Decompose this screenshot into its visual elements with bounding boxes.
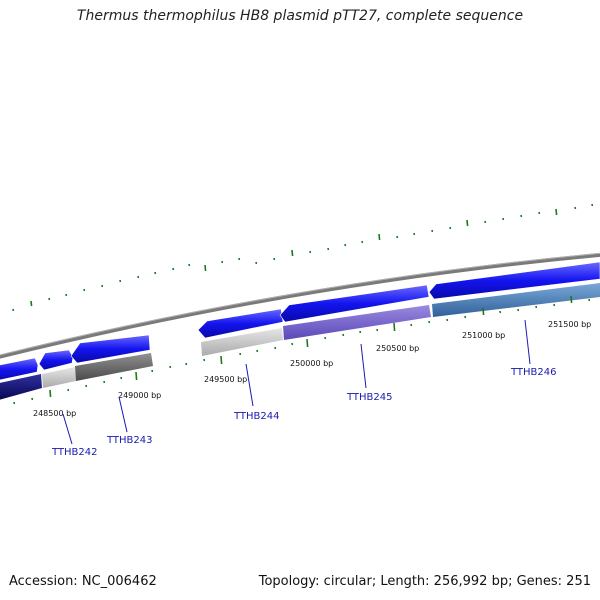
gene-arrow[interactable]	[75, 353, 153, 381]
bp-label: 248500 bp	[33, 409, 76, 418]
bp-label: 249500 bp	[204, 375, 247, 384]
bp-label: 251500 bp	[548, 320, 591, 329]
gene-label[interactable]: TTHB246	[510, 367, 557, 378]
bp-label: 249000 bp	[118, 391, 161, 400]
gene-arrow[interactable]	[0, 374, 42, 401]
gene-arrow[interactable]	[201, 328, 283, 356]
gene-label[interactable]: TTHB244	[233, 411, 280, 422]
map-title: Thermus thermophilus HB8 plasmid pTT27, …	[76, 8, 524, 24]
bp-labels: 248500 bp 249000 bp 249500 bp 250000 bp …	[33, 320, 591, 418]
gene-label[interactable]: TTHB242	[51, 447, 98, 458]
bp-label: 251000 bp	[462, 331, 505, 340]
gene-arrow[interactable]	[0, 357, 39, 381]
tick-ring-outer	[12, 203, 594, 312]
gene-label[interactable]: TTHB243	[106, 435, 153, 446]
gene-leader-lines	[62, 319, 531, 445]
tick-ring-inner	[13, 295, 591, 405]
gene-arrow[interactable]	[197, 308, 284, 339]
gene-arrow[interactable]	[432, 283, 600, 317]
forward-strand-genes	[0, 261, 600, 381]
gene-arrow[interactable]	[42, 367, 76, 388]
bp-label: 250000 bp	[290, 359, 333, 368]
gene-labels: TTHB242 TTHB243 TTHB244 TTHB245 TTHB246	[51, 367, 557, 458]
accession-text: Accession: NC_006462	[9, 574, 157, 589]
bp-label: 250500 bp	[376, 344, 419, 353]
topology-summary: Topology: circular; Length: 256,992 bp; …	[258, 574, 591, 589]
gene-arrow[interactable]	[70, 334, 151, 364]
gene-arrow[interactable]	[283, 305, 431, 340]
gene-arrow[interactable]	[428, 261, 600, 300]
gene-arrow[interactable]	[279, 284, 430, 323]
gene-label[interactable]: TTHB245	[346, 392, 393, 403]
gene-arrow[interactable]	[38, 349, 74, 371]
plasmid-backbone	[0, 252, 600, 359]
reverse-strand-genes	[0, 283, 600, 401]
